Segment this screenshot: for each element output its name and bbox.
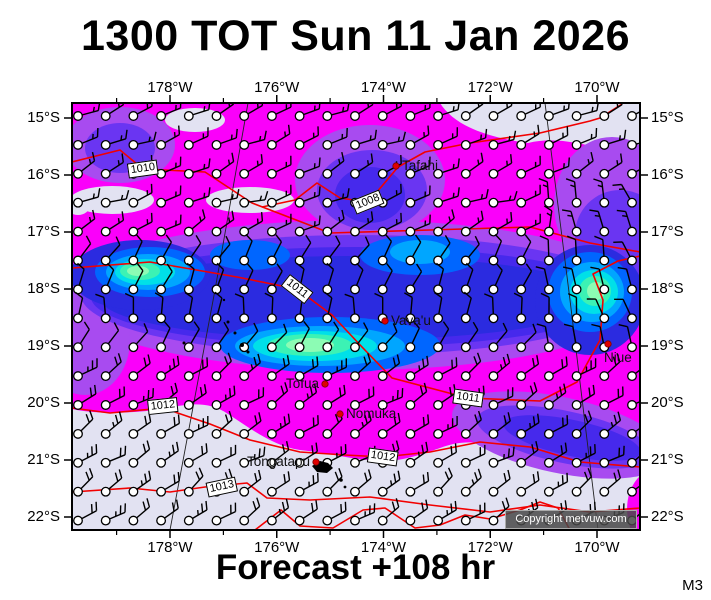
- place-dot-tofua: [321, 380, 329, 388]
- place-label-vavau: Vava'u: [391, 313, 431, 328]
- lat-label-left: 20°S: [27, 394, 60, 411]
- lon-label-top: 178°W: [147, 79, 193, 96]
- place-label-niue: Niue: [604, 350, 632, 365]
- lat-label-right: 16°S: [651, 166, 684, 183]
- lon-label-bottom: 172°W: [467, 539, 513, 556]
- lon-label-top: 172°W: [467, 79, 513, 96]
- place-dot-nomuka: [336, 410, 344, 418]
- map-frame: [71, 102, 641, 531]
- copyright-watermark: Copyright metvuw.com: [505, 510, 637, 529]
- place-label-nomuka: Nomuka: [346, 406, 397, 421]
- chart-title: 1300 TOT Sun 11 Jan 2026: [80, 12, 631, 60]
- lat-label-right: 19°S: [651, 337, 684, 354]
- lat-label-left: 19°S: [27, 337, 60, 354]
- lon-label-bottom: 174°W: [360, 539, 407, 556]
- place-dot-niue: [604, 340, 612, 348]
- lon-label-bottom: 170°W: [574, 539, 620, 556]
- place-dot-tongatapu: [312, 458, 320, 466]
- lat-label-left: 15°S: [27, 109, 60, 126]
- lat-label-right: 18°S: [651, 280, 684, 297]
- lon-label-top: 174°W: [360, 79, 407, 96]
- lat-label-left: 21°S: [27, 451, 60, 468]
- lon-label-bottom: 178°W: [147, 539, 193, 556]
- place-label-tongatapu: Tongatapu: [246, 454, 310, 469]
- lat-label-left: 17°S: [27, 223, 60, 240]
- lon-label-top: 176°W: [254, 79, 300, 96]
- lat-label-left: 18°S: [27, 280, 60, 297]
- place-dot-tafahi: [392, 162, 400, 170]
- model-tag: M3: [682, 577, 703, 594]
- forecast-hour-label: Forecast +108 hr: [215, 548, 496, 587]
- axis-ticks: [64, 95, 648, 538]
- isobar-value-label: 1012: [147, 396, 179, 416]
- lat-label-right: 17°S: [651, 223, 684, 240]
- lat-label-right: 21°S: [651, 451, 684, 468]
- lat-label-left: 22°S: [27, 508, 60, 525]
- lon-label-bottom: 176°W: [254, 539, 300, 556]
- place-label-tofua: Tofua: [285, 376, 319, 391]
- lat-label-left: 16°S: [27, 166, 60, 183]
- place-dot-vavau: [381, 317, 389, 325]
- lat-label-right: 20°S: [651, 394, 684, 411]
- place-markers: [312, 162, 612, 466]
- lat-label-right: 15°S: [651, 109, 684, 126]
- place-label-tafahi: Tafahi: [402, 158, 439, 173]
- lon-label-top: 170°W: [574, 79, 620, 96]
- lat-label-right: 22°S: [651, 508, 684, 525]
